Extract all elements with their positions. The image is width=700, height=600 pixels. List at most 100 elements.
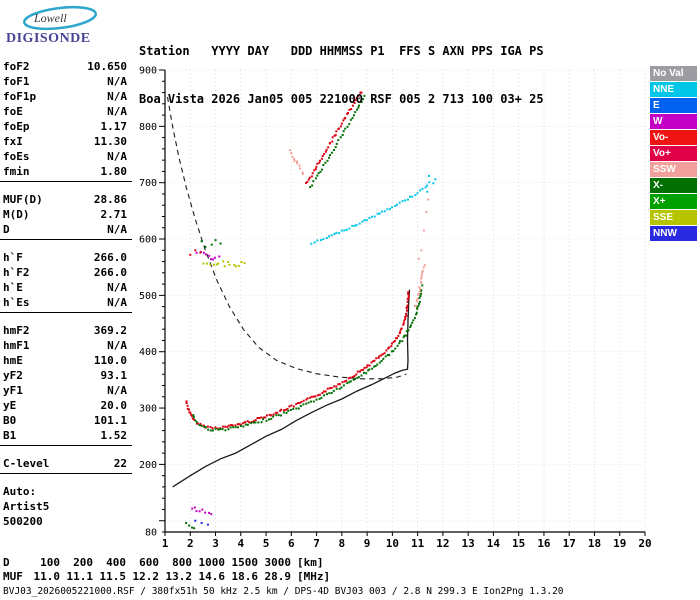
param-value: 266.0: [93, 251, 127, 264]
svg-text:18: 18: [588, 537, 601, 550]
gridlines: [165, 69, 646, 532]
svg-text:13: 13: [462, 537, 475, 550]
param-row-h-e: h`E N/A: [0, 280, 132, 295]
svg-text:3: 3: [212, 537, 219, 550]
svg-text:19: 19: [613, 537, 626, 550]
param-label: foF1: [3, 75, 30, 88]
series-spread-f-x: [200, 239, 222, 248]
param-label: MUF(D): [3, 193, 43, 206]
legend-item-ssw: SSW: [650, 162, 697, 177]
series-e-region-x: [185, 521, 196, 530]
param-value: N/A: [107, 90, 127, 103]
param-value: N/A: [107, 75, 127, 88]
param-value: N/A: [107, 223, 127, 236]
param-label: B1: [3, 429, 17, 442]
param-row-m-d: M(D) 2.71: [0, 207, 132, 222]
param-value: 101.1: [93, 414, 127, 427]
param-label: foF1p: [3, 90, 37, 103]
svg-text:800: 800: [139, 122, 157, 133]
param-value: 11.30: [93, 135, 127, 148]
svg-text:1: 1: [162, 537, 169, 550]
param-value: 369.2: [93, 324, 127, 337]
legend-item-vo+: Vo+: [650, 146, 697, 161]
legend-item-no-val: No Val: [650, 66, 697, 81]
param-row-b0: B0 101.1: [0, 413, 132, 428]
param-label: fmin: [3, 165, 30, 178]
param-row-d: D N/A: [0, 222, 132, 240]
svg-text:300: 300: [139, 404, 157, 415]
param-row-fof1p: foF1p N/A: [0, 89, 132, 104]
muf-value: 14.6: [198, 570, 226, 583]
logo-lowell-text: Lowell: [34, 11, 67, 25]
param-value: 1.17: [100, 120, 128, 133]
svg-text:17: 17: [563, 537, 576, 550]
station-header-line-1: Station YYYY DAY DDD HHMMSS P1 FFS S AXN…: [139, 44, 544, 58]
svg-text:15: 15: [512, 537, 525, 550]
y-axis-labels: 900 800 700 600 500 400 300 200 80: [139, 66, 157, 539]
param-value: 93.1: [100, 369, 128, 382]
parameter-list: foF2 10.650 foF1 N/A foF1p N/A foE N/A foEp 1.17 f…: [0, 59, 132, 474]
legend-item-nnw: NNW: [650, 226, 697, 241]
param-label: h`F: [3, 251, 23, 264]
distance-muf-table: D 100 200 400 600 800 1000 1500 3000 [km] MUF 11.0…: [3, 556, 330, 584]
legend-item-x+: X+: [650, 194, 697, 209]
distance-row: D 100 200 400 600 800 1000 1500 3000 [km]: [3, 556, 330, 570]
param-label: yF2: [3, 369, 23, 382]
series-spread-f-sse: [202, 260, 246, 268]
series-second-hop-o: [305, 91, 363, 184]
param-row-fmin: fmin 1.80: [0, 164, 132, 182]
series-f-trace-x-mode: [192, 284, 424, 432]
param-value: 20.0: [100, 399, 128, 412]
lowell-digisonde-logo: Lowell DIGISONDE: [4, 2, 114, 54]
svg-text:9: 9: [364, 537, 371, 550]
series-oblique-nne: [310, 181, 431, 245]
param-label: hmF1: [3, 339, 30, 352]
svg-text:600: 600: [139, 235, 157, 246]
muf-unit: [MHz]: [297, 570, 331, 583]
param-row-yf1: yF1 N/A: [0, 383, 132, 398]
svg-text:700: 700: [139, 178, 157, 189]
distance-value: 3000: [264, 556, 292, 569]
muf-value: 13.2: [165, 570, 193, 583]
distance-label: D: [3, 556, 10, 569]
param-value: 110.0: [93, 354, 127, 367]
muf-row: MUF 11.0 11.1 11.5 12.2 13.2 14.6 18.6 28.9 [MHz]: [3, 570, 330, 584]
param-value: 28.86: [93, 193, 127, 206]
param-label: h`Es: [3, 296, 30, 309]
distance-value: 1000: [198, 556, 226, 569]
legend-item-x: X-: [650, 178, 697, 193]
legend-item-vo: Vo-: [650, 130, 697, 145]
param-row-muf-d: MUF(D) 28.86: [0, 192, 132, 207]
param-label: foE: [3, 105, 23, 118]
echo-color-legend: No Val NNE E W Vo- Vo+ SSW X- X+ SSE NNW: [650, 66, 697, 242]
series-true-height-profile: [172, 289, 411, 488]
param-label: foEs: [3, 150, 30, 163]
legend-item-e: E: [650, 98, 697, 113]
param-row-h-f: h`F 266.0: [0, 250, 132, 265]
param-row-h-es: h`Es N/A: [0, 295, 132, 313]
svg-text:10: 10: [386, 537, 399, 550]
svg-text:14: 14: [487, 537, 501, 550]
param-row-h-f2: h`F2 266.0: [0, 265, 132, 280]
series-second-hop-x: [309, 94, 366, 188]
param-value: 2.71: [100, 208, 128, 221]
param-row-foes: foEs N/A: [0, 149, 132, 164]
param-row-fof1: foF1 N/A: [0, 74, 132, 89]
param-value: N/A: [107, 150, 127, 163]
param-label: h`F2: [3, 266, 30, 279]
svg-text:7: 7: [313, 537, 320, 550]
muf-value: 11.1: [66, 570, 94, 583]
distance-unit: [km]: [297, 556, 324, 569]
param-value: N/A: [107, 296, 127, 309]
station-header-line-2: Boa Vista 2026 Jan05 005 221000 RSF 005 …: [139, 92, 544, 106]
param-value: N/A: [107, 105, 127, 118]
param-value: 10.650: [87, 60, 127, 73]
logo-swoosh-icon: [22, 5, 98, 31]
auto-label: Auto:: [3, 485, 37, 498]
autoscaler-version: 500200: [3, 515, 43, 528]
svg-text:900: 900: [139, 66, 157, 77]
distance-value: 800: [172, 556, 192, 569]
param-label: hmE: [3, 354, 23, 367]
svg-text:80: 80: [145, 528, 157, 539]
